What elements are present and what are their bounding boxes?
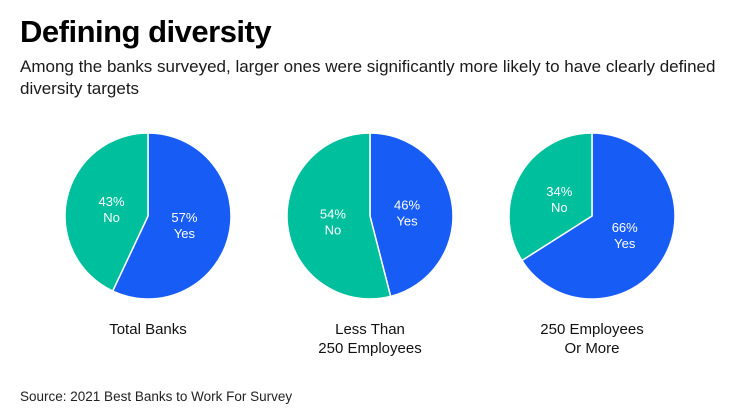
pie-250-or-more: 66%Yes 34%No	[508, 132, 676, 300]
category-label-less-than-250: Less Than 250 Employees	[318, 321, 422, 357]
pie-slice-yes	[520, 132, 676, 300]
pie-total-banks: 57%Yes 43%No	[64, 132, 232, 300]
pie-slice-no	[508, 132, 593, 262]
pie-slice-yes	[369, 132, 454, 298]
pie-slice-name-label: No	[325, 223, 342, 238]
category-label-total-banks: Total Banks	[109, 321, 187, 338]
pie-slice-name-label: Yes	[396, 213, 418, 228]
pie-value-label: 57%	[171, 210, 197, 225]
pie-slice-name-label: No	[103, 210, 120, 225]
category-label-250-or-more: 250 Employees Or More	[540, 321, 644, 357]
pie-value-label: 43%	[99, 194, 125, 209]
pie-value-label: 66%	[612, 220, 638, 235]
pie-value-label: 34%	[546, 184, 572, 199]
source-note: Source: 2021 Best Banks to Work For Surv…	[20, 389, 293, 404]
pie-slice-name-label: Yes	[174, 226, 196, 241]
chart-title: Defining diversity	[20, 14, 272, 49]
pie-value-label: 46%	[394, 197, 420, 212]
pie-slice-name-label: No	[551, 200, 568, 215]
pie-slice-no	[286, 132, 392, 300]
pie-less-than-250: 46%Yes 54%No	[286, 132, 454, 300]
chart-subtitle: Among the banks surveyed, larger ones we…	[20, 57, 716, 98]
pie-value-label: 54%	[320, 207, 346, 222]
pie-slice-name-label: Yes	[614, 236, 636, 251]
pie-slice-no	[64, 132, 149, 293]
pie-slice-yes	[111, 132, 232, 300]
